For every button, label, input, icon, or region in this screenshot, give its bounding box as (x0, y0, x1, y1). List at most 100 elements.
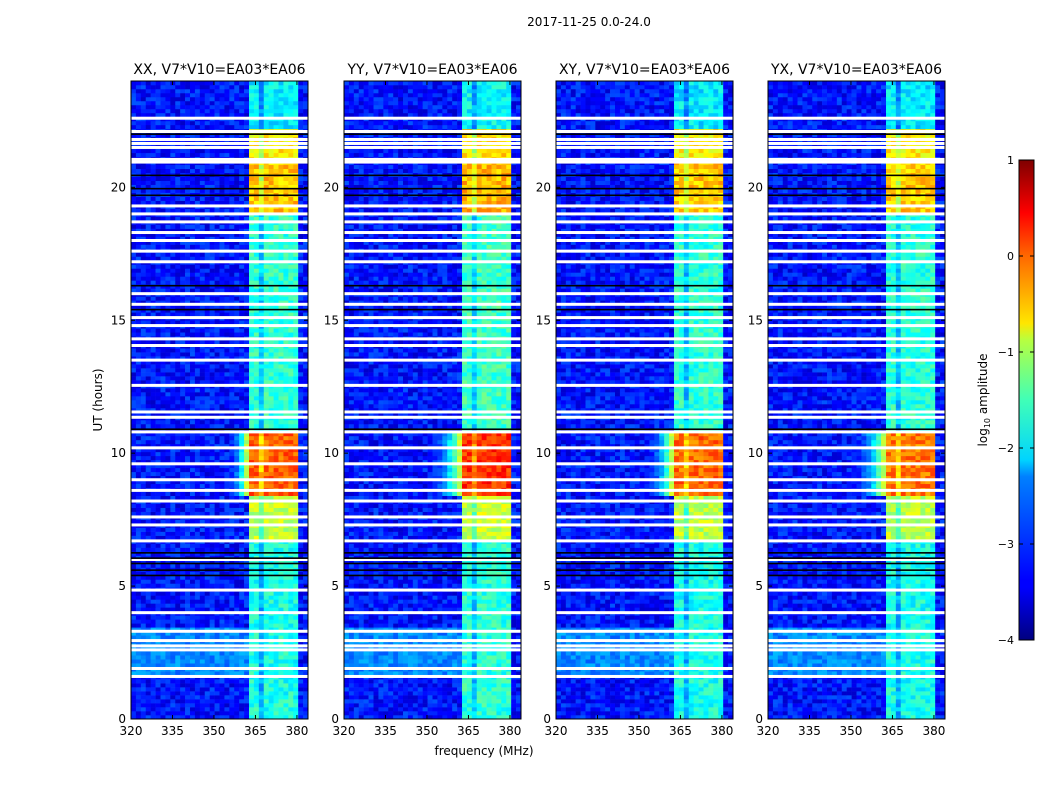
heatmap-cell (293, 200, 299, 205)
heatmap-cell (268, 591, 274, 596)
heatmap-cell (170, 180, 176, 185)
heatmap-cell (298, 595, 304, 600)
heatmap-cell (145, 419, 151, 425)
heatmap-cell (283, 683, 289, 688)
heatmap-cell (185, 392, 191, 397)
heatmap-cell (229, 332, 235, 337)
heatmap-cell (283, 595, 289, 600)
heatmap-cell (155, 635, 161, 640)
heatmap-cell (165, 276, 171, 281)
heatmap-cell (175, 455, 181, 461)
heatmap-cell (194, 599, 201, 604)
heatmap-cell (244, 208, 250, 213)
heatmap-cell (135, 635, 142, 640)
heatmap-cell (180, 467, 186, 473)
heatmap-cell (244, 328, 250, 333)
heatmap-cell (293, 368, 299, 373)
heatmap-cell (263, 679, 269, 684)
heatmap-cell (249, 368, 255, 373)
heatmap-cell (140, 403, 147, 409)
heatmap-cell (229, 655, 235, 660)
heatmap-cell (249, 619, 255, 624)
heatmap-cell (224, 483, 230, 489)
heatmap-cell (229, 691, 235, 696)
heatmap-cell (199, 679, 206, 684)
heatmap-cell (175, 707, 181, 712)
heatmap-cell (155, 467, 161, 473)
heatmap-cell (263, 471, 269, 477)
heatmap-cell (229, 603, 235, 608)
heatmap-cell (258, 439, 265, 445)
heatmap-cell (219, 224, 225, 229)
heatmap-cell (224, 527, 230, 532)
heatmap-cell (244, 695, 250, 700)
heatmap-cell (140, 312, 147, 317)
heatmap-cell (204, 599, 210, 604)
heatmap-cell (283, 396, 289, 401)
heatmap-cell (263, 320, 269, 325)
heatmap-cell (234, 332, 240, 337)
heatmap-cell (283, 535, 289, 540)
heatmap-cell (185, 224, 191, 229)
heatmap-cell (298, 419, 304, 425)
heatmap-cell (199, 699, 206, 704)
heatmap-cell (170, 388, 176, 393)
heatmap-cell (278, 340, 284, 345)
heatmap-cell (253, 599, 260, 604)
heatmap-cell (209, 451, 215, 457)
heatmap-cell (298, 691, 304, 696)
heatmap-cell (155, 531, 161, 536)
heatmap-cell (165, 471, 171, 477)
heatmap-cell (239, 216, 245, 221)
heatmap-cell (293, 651, 299, 656)
heatmap-cell (214, 511, 220, 516)
heatmap-cell (288, 583, 294, 588)
heatmap-cell (293, 519, 299, 524)
heatmap-cell (234, 615, 240, 620)
heatmap-cell (190, 591, 196, 596)
heatmap-cell (204, 396, 210, 401)
heatmap-cell (258, 296, 265, 301)
heatmap-cell (185, 607, 191, 612)
heatmap-cell (239, 224, 245, 229)
heatmap-cell (293, 272, 299, 277)
heatmap-cell (273, 655, 279, 660)
heatmap-cell (170, 256, 176, 261)
heatmap-cell (219, 196, 225, 201)
heatmap-cell (219, 679, 225, 684)
heatmap-cell (209, 467, 215, 473)
heatmap-cell (273, 543, 279, 548)
heatmap-cell (234, 635, 240, 640)
heatmap-cell (131, 615, 137, 620)
heatmap-cell (214, 507, 220, 512)
heatmap-cell (135, 491, 142, 496)
heatmap-cell (190, 683, 196, 688)
heatmap-cell (170, 691, 176, 696)
heatmap-cell (165, 200, 171, 205)
heatmap-cell (214, 699, 220, 704)
heatmap-cell (298, 332, 304, 337)
heatmap-cell (155, 507, 161, 512)
heatmap-cell (298, 368, 304, 373)
heatmap-cell (224, 579, 230, 584)
heatmap-cell (288, 264, 294, 269)
heatmap-cell (175, 320, 181, 325)
heatmap-cell (298, 651, 304, 656)
heatmap-cell (253, 467, 260, 473)
heatmap-cell (175, 599, 181, 604)
heatmap-cell (224, 707, 230, 712)
heatmap-cell (229, 491, 235, 496)
heatmap-cell (135, 352, 142, 357)
heatmap-cell (244, 176, 250, 181)
heatmap-cell (214, 352, 220, 357)
heatmap-cell (145, 372, 151, 377)
heatmap-cell (268, 455, 274, 461)
heatmap-cell (253, 168, 260, 174)
heatmap-cell (288, 651, 294, 656)
heatmap-cell (249, 531, 255, 536)
heatmap-cell (175, 615, 181, 620)
heatmap-cell (165, 491, 171, 496)
heatmap-cell (160, 168, 166, 174)
heatmap-cell (131, 663, 137, 668)
heatmap-cell (199, 180, 206, 185)
